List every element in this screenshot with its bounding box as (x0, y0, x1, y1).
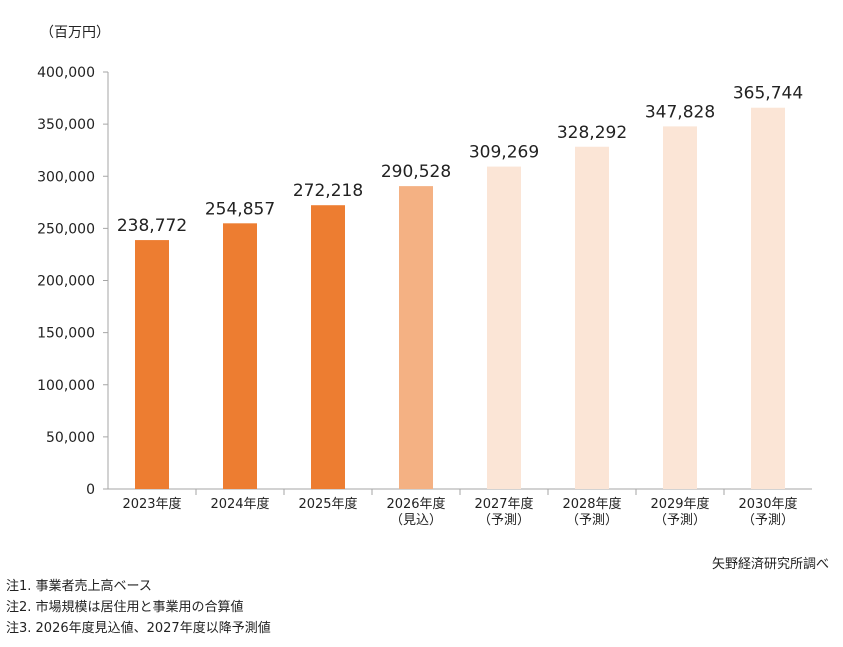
y-axis-unit-label: （百万円） (40, 25, 110, 41)
source-credit: 矢野経済研究所調べ (711, 557, 829, 572)
bar (311, 205, 345, 489)
x-tick-label: 2025年度 (298, 496, 357, 512)
y-tick-label: 400,000 (37, 65, 95, 81)
bar (399, 186, 433, 489)
x-tick-label: 2026年度 (386, 496, 445, 512)
data-label: 272,218 (293, 181, 363, 201)
notes-block: 注1. 事業者売上高ベース 注2. 市場規模は居住用と事業用の合算値 注3. 2… (6, 576, 271, 639)
x-tick-label: （予測） (742, 513, 794, 528)
data-label: 328,292 (557, 123, 627, 143)
data-label: 290,528 (381, 162, 451, 182)
bar (751, 107, 785, 489)
bar (135, 240, 169, 489)
bar (575, 146, 609, 489)
y-tick-label: 250,000 (37, 221, 95, 237)
x-tick-label: 2028年度 (562, 496, 621, 512)
x-tick-label: 2029年度 (650, 496, 709, 512)
data-label: 347,828 (645, 102, 715, 122)
y-tick-label: 200,000 (37, 274, 95, 290)
x-tick-label: （見込） (390, 513, 442, 528)
y-tick-label: 50,000 (46, 430, 95, 446)
y-tick-label: 100,000 (37, 378, 95, 394)
note-2: 注2. 市場規模は居住用と事業用の合算値 (6, 600, 244, 615)
x-tick-label: 2027年度 (474, 496, 533, 512)
x-tick-label: 2030年度 (738, 496, 797, 512)
x-tick-label: （予測） (654, 513, 706, 528)
bar (663, 126, 697, 489)
bar (487, 166, 521, 489)
data-label: 238,772 (117, 216, 187, 236)
y-tick-label: 300,000 (37, 169, 95, 185)
x-tick-label: （予測） (566, 513, 618, 528)
x-tick-label: 2023年度 (122, 496, 181, 512)
data-label: 309,269 (469, 143, 539, 163)
y-tick-label: 0 (86, 482, 95, 498)
data-label: 365,744 (733, 84, 803, 104)
y-tick-label: 150,000 (37, 326, 95, 342)
note-1: 注1. 事業者売上高ベース (6, 579, 152, 594)
data-label: 254,857 (205, 199, 275, 219)
y-tick-label: 350,000 (37, 117, 95, 133)
bar (223, 223, 257, 489)
market-size-bar-chart: 0 50,000 100,000 150,000 200,000 250,000 300,0… (37, 65, 812, 528)
note-3: 注3. 2026年度見込値、2027年度以降予測値 (6, 621, 271, 636)
x-tick-label: （予測） (478, 513, 530, 528)
x-tick-label: 2024年度 (210, 496, 269, 512)
